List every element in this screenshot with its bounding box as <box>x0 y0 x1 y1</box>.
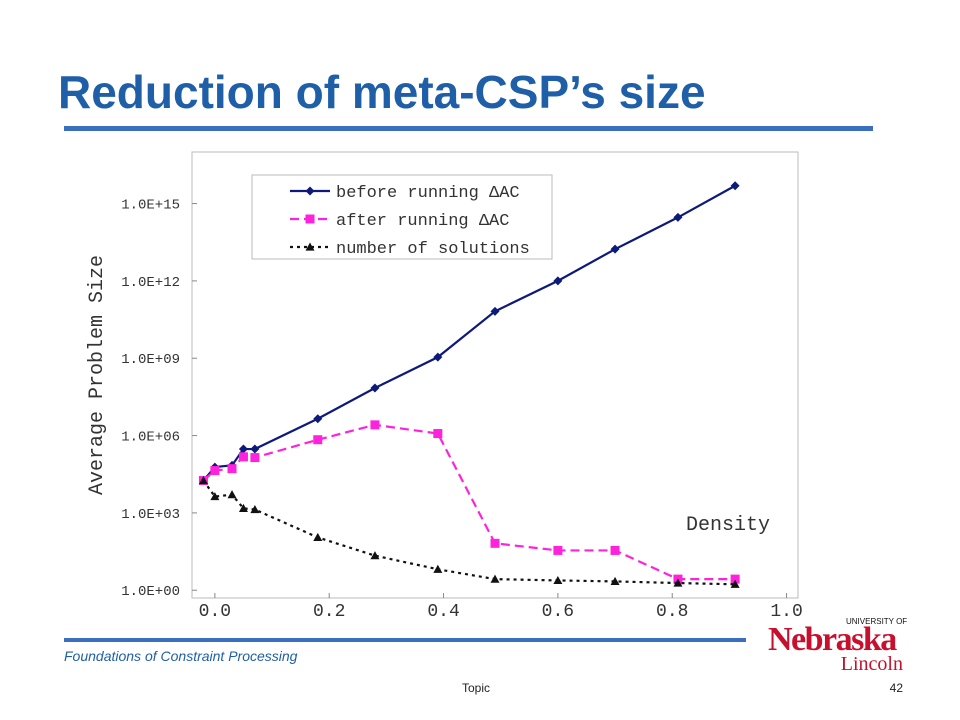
marker <box>227 464 237 474</box>
marker <box>305 214 315 224</box>
marker <box>553 575 563 585</box>
marker <box>238 452 248 462</box>
marker <box>730 181 740 191</box>
x-tick-label: 0.4 <box>427 602 459 622</box>
marker <box>238 503 248 512</box>
x-tick-label: 1.0 <box>770 602 802 622</box>
annotation: Density <box>686 514 770 537</box>
x-tick-label: 0.0 <box>199 602 231 622</box>
legend-label: number of solutions <box>336 240 530 259</box>
y-tick-label: 1.0E+15 <box>121 198 180 214</box>
y-tick-label: 1.0E+06 <box>121 430 180 446</box>
marker <box>370 420 380 430</box>
logo-name: Nebraska <box>768 621 897 658</box>
marker <box>433 429 443 439</box>
marker <box>433 352 443 362</box>
center-footer: Topic <box>462 681 490 695</box>
marker <box>490 538 500 548</box>
y-axis-label: Average Problem Size <box>86 255 109 495</box>
marker <box>313 414 323 424</box>
marker <box>610 576 620 586</box>
marker <box>238 444 248 454</box>
legend-box <box>251 174 553 260</box>
y-tick-label: 1.0E+12 <box>121 275 180 291</box>
page-number: 42 <box>890 681 904 695</box>
marker <box>250 453 260 463</box>
marker <box>490 306 500 316</box>
legend-label: before running ΔAC <box>336 184 520 203</box>
marker <box>210 466 220 476</box>
marker <box>313 435 323 445</box>
y-tick-label: 1.0E+00 <box>121 584 180 600</box>
marker <box>370 383 380 393</box>
marker <box>490 574 500 583</box>
y-tick-label: 1.0E+09 <box>121 352 180 368</box>
marker <box>305 242 315 251</box>
footer-rule <box>64 638 746 642</box>
marker <box>553 545 563 555</box>
title-rule <box>64 126 873 131</box>
marker <box>673 578 683 587</box>
marker <box>250 505 260 514</box>
logo-top: UNIVERSITY OF <box>846 617 907 626</box>
y-tick-label: 1.0E+03 <box>121 507 180 523</box>
marker <box>305 186 315 196</box>
marker <box>210 492 220 501</box>
marker <box>198 476 208 485</box>
marker <box>730 574 740 584</box>
marker <box>610 545 620 555</box>
x-tick-label: 0.6 <box>542 602 574 622</box>
logo-bottom: Lincoln <box>841 653 903 675</box>
marker <box>610 244 620 254</box>
marker <box>673 212 683 222</box>
marker <box>553 276 563 286</box>
marker <box>227 490 237 499</box>
marker <box>433 564 443 573</box>
slide-title: Reduction of meta-CSP’s size <box>58 66 706 118</box>
marker <box>370 551 380 560</box>
legend-label: after running ΔAC <box>336 212 509 231</box>
footer: Foundations of Constraint Processing <box>64 648 298 664</box>
marker <box>730 579 740 588</box>
marker <box>313 532 323 542</box>
marker <box>250 444 260 454</box>
x-tick-label: 0.8 <box>656 602 688 622</box>
x-tick-label: 0.2 <box>313 602 345 622</box>
